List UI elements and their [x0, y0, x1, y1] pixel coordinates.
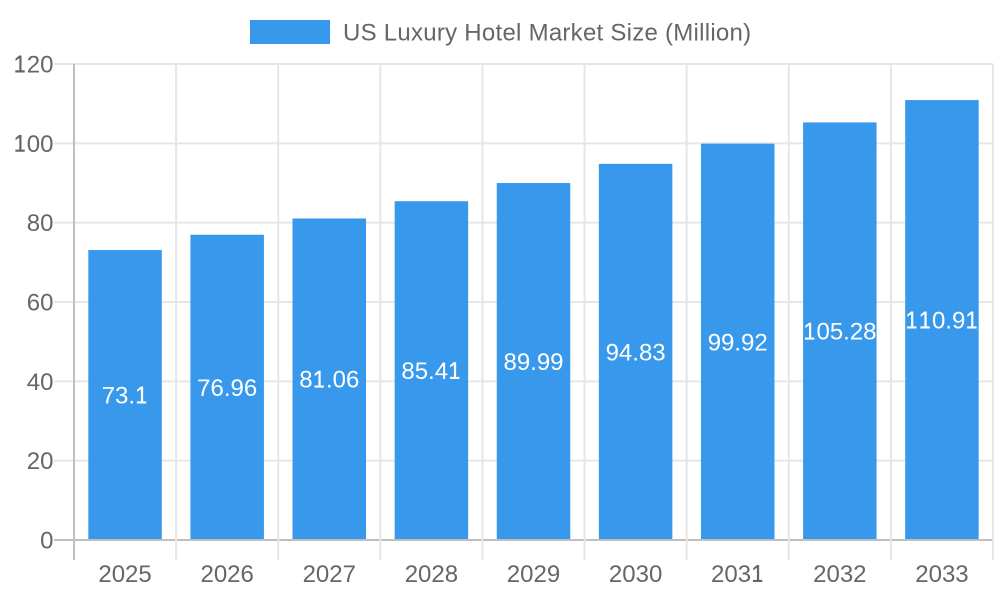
- svg-text:.06: .06: [326, 367, 359, 394]
- svg-text:89.99: 89.99: [503, 349, 563, 376]
- svg-text:2030: 2030: [609, 561, 662, 588]
- svg-text:0: 0: [40, 527, 53, 554]
- svg-text:76.96: 76.96: [197, 375, 257, 402]
- svg-text:05.28: 05.28: [816, 319, 876, 346]
- svg-text:8: 8: [299, 367, 312, 394]
- svg-text:2025: 2025: [98, 561, 151, 588]
- svg-text:94.83: 94.83: [606, 339, 666, 366]
- svg-text:2033: 2033: [915, 561, 968, 588]
- svg-text:203: 203: [711, 561, 751, 588]
- svg-text:40: 40: [27, 369, 54, 396]
- svg-text:60: 60: [27, 289, 54, 316]
- svg-text:2029: 2029: [507, 561, 560, 588]
- svg-text:0.9: 0.9: [932, 307, 965, 334]
- svg-text:80: 80: [27, 210, 54, 237]
- svg-text:99.92: 99.92: [708, 329, 768, 356]
- svg-text:2028: 2028: [405, 561, 458, 588]
- svg-text:20: 20: [27, 448, 54, 475]
- svg-text:85.4: 85.4: [401, 358, 448, 385]
- svg-text:00: 00: [27, 131, 54, 158]
- svg-text:20: 20: [27, 51, 54, 78]
- svg-text:73.: 73.: [102, 382, 135, 409]
- svg-text:2026: 2026: [200, 561, 253, 588]
- svg-text:2032: 2032: [813, 561, 866, 588]
- svg-text:US Luxury Hotel Market Size (M: US Luxury Hotel Market Size (Million): [343, 19, 751, 46]
- svg-text:2027: 2027: [303, 561, 356, 588]
